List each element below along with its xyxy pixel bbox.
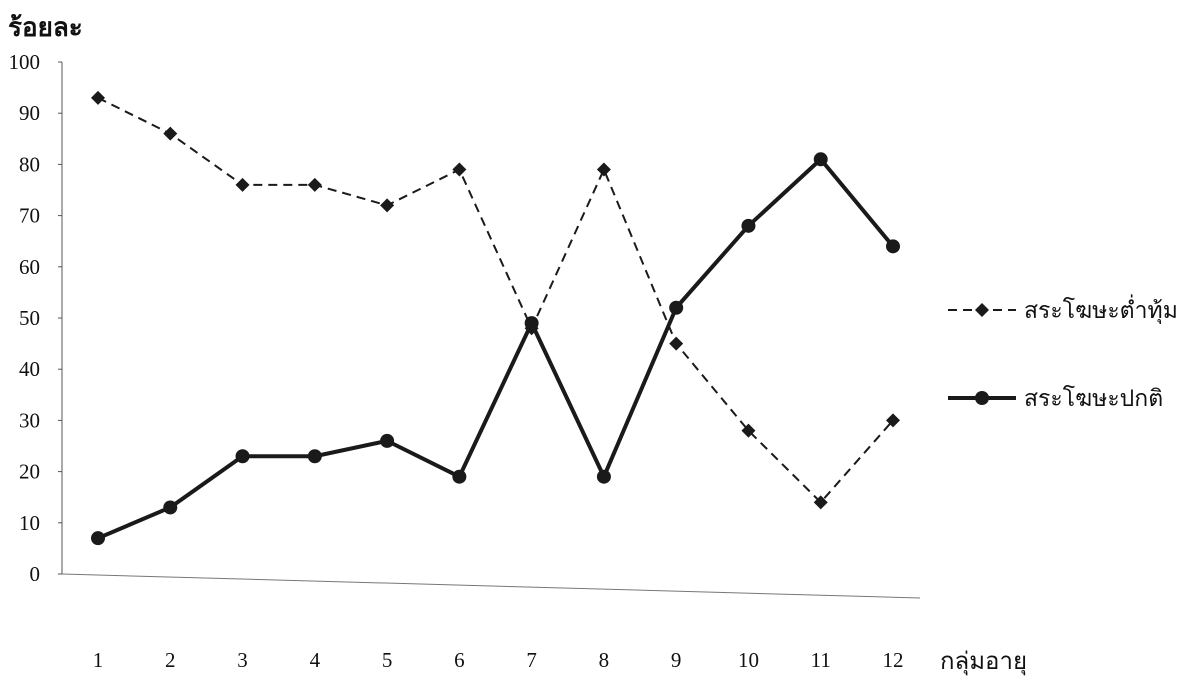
data-point-circle bbox=[741, 218, 756, 233]
y-axis-label: ร้อยละ bbox=[8, 13, 83, 42]
y-tick-label: 80 bbox=[19, 152, 40, 176]
data-point-circle bbox=[886, 239, 900, 254]
series-2 bbox=[91, 152, 900, 546]
data-point-diamond bbox=[596, 162, 611, 177]
x-tick-label: 9 bbox=[671, 648, 682, 672]
x-axis-line bbox=[61, 573, 921, 599]
x-tick-label: 11 bbox=[811, 648, 831, 672]
x-tick-label: 3 bbox=[237, 648, 248, 672]
legend-label-series-1: สระโฆษะต่ำทุ้ม bbox=[1024, 294, 1178, 324]
x-tick-label: 5 bbox=[382, 648, 393, 672]
x-tick-label: 8 bbox=[599, 648, 610, 672]
data-point-circle bbox=[596, 469, 611, 484]
data-point-circle bbox=[452, 469, 467, 484]
data-point-diamond bbox=[235, 177, 250, 192]
x-axis-label: กลุ่มอายุ bbox=[940, 649, 1027, 676]
y-tick-label: 60 bbox=[19, 255, 40, 279]
data-point-diamond bbox=[91, 90, 105, 105]
legend: สระโฆษะต่ำทุ้ม สระโฆษะปกติ bbox=[948, 294, 1178, 411]
y-tick-label: 20 bbox=[19, 460, 40, 484]
legend-diamond-icon bbox=[975, 303, 989, 317]
y-tick-label: 90 bbox=[19, 101, 40, 125]
data-point-diamond bbox=[452, 162, 467, 177]
data-point-circle bbox=[235, 449, 250, 464]
data-point-circle bbox=[669, 300, 684, 315]
data-point-diamond bbox=[669, 336, 684, 351]
y-tick-label: 100 bbox=[9, 50, 41, 74]
series-line bbox=[97, 157, 895, 541]
data-point-circle bbox=[524, 316, 539, 331]
x-tick-label: 6 bbox=[454, 648, 465, 672]
data-point-circle bbox=[163, 500, 178, 515]
y-tick-label: 50 bbox=[19, 306, 40, 330]
x-tick-label: 12 bbox=[883, 648, 904, 672]
data-point-diamond bbox=[380, 198, 395, 213]
y-tick-label: 0 bbox=[30, 562, 41, 586]
series-group bbox=[91, 90, 900, 546]
data-point-diamond bbox=[307, 177, 322, 192]
y-tick-label: 30 bbox=[19, 408, 40, 432]
series-1 bbox=[91, 90, 900, 510]
x-tick-label: 1 bbox=[93, 648, 104, 672]
y-tick-label: 10 bbox=[19, 511, 40, 535]
data-point-circle bbox=[380, 433, 395, 448]
data-point-circle bbox=[813, 152, 828, 167]
data-point-diamond bbox=[741, 423, 756, 438]
y-tick-label: 70 bbox=[19, 204, 40, 228]
data-point-diamond bbox=[886, 413, 900, 428]
x-tick-label: 7 bbox=[526, 648, 537, 672]
data-point-diamond bbox=[813, 495, 828, 510]
series-line bbox=[97, 96, 894, 504]
x-tick-label: 4 bbox=[310, 648, 321, 672]
legend-label-series-2: สระโฆษะปกติ bbox=[1024, 385, 1163, 411]
x-tick-label: 2 bbox=[165, 648, 176, 672]
x-tick-label: 10 bbox=[738, 648, 759, 672]
data-point-circle bbox=[307, 449, 322, 464]
legend-item-series-1: สระโฆษะต่ำทุ้ม bbox=[948, 294, 1178, 324]
data-point-diamond bbox=[163, 126, 178, 141]
legend-circle-icon bbox=[975, 391, 989, 405]
legend-item-series-2: สระโฆษะปกติ bbox=[948, 385, 1163, 411]
y-tick-label: 40 bbox=[19, 357, 40, 381]
x-tick-labels: 1 2 3 4 5 6 7 8 9 10 11 12 bbox=[93, 648, 904, 672]
data-point-circle bbox=[91, 531, 105, 546]
y-tick-labels: 0 10 20 30 40 50 60 70 80 90 100 bbox=[9, 50, 62, 586]
